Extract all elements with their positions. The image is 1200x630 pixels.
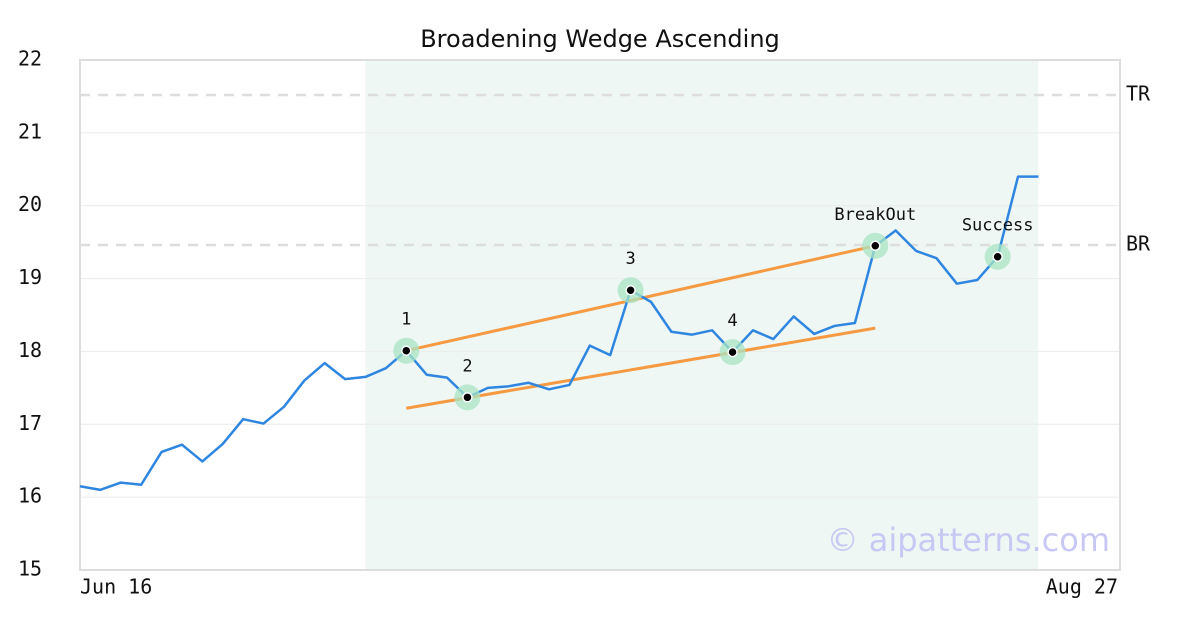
level-label: BR bbox=[1126, 232, 1151, 256]
watermark: © aipatterns.com bbox=[827, 521, 1110, 559]
point-dot bbox=[992, 251, 1003, 262]
point-label: 1 bbox=[401, 310, 411, 330]
point-dot bbox=[870, 240, 881, 252]
y-tick-label: 22 bbox=[18, 47, 42, 71]
point-dot bbox=[462, 392, 473, 403]
y-tick-label: 15 bbox=[18, 557, 42, 581]
point-dot bbox=[625, 284, 636, 296]
y-tick-label: 16 bbox=[18, 484, 42, 508]
point-label: 3 bbox=[625, 249, 635, 269]
y-tick-label: 18 bbox=[18, 338, 42, 362]
y-tick-label: 20 bbox=[18, 192, 42, 216]
plot-border bbox=[79, 59, 1121, 571]
y-tick-label: 17 bbox=[18, 411, 42, 435]
point-label: BreakOut bbox=[834, 205, 916, 225]
trendline bbox=[406, 326, 876, 410]
y-tick-label: 21 bbox=[18, 119, 42, 143]
x-tick-label: Aug 27 bbox=[1046, 575, 1118, 599]
point-dot bbox=[727, 346, 738, 358]
point-label: Success bbox=[962, 216, 1034, 236]
pattern-zone bbox=[365, 60, 1039, 570]
level-label: TR bbox=[1126, 81, 1151, 105]
point-label: 4 bbox=[727, 311, 737, 331]
chart-title: Broadening Wedge Ascending bbox=[420, 25, 780, 53]
point-label: 2 bbox=[462, 356, 472, 376]
point-dot bbox=[401, 345, 412, 356]
y-tick-label: 19 bbox=[18, 265, 42, 289]
x-tick-label: Jun 16 bbox=[80, 575, 152, 599]
